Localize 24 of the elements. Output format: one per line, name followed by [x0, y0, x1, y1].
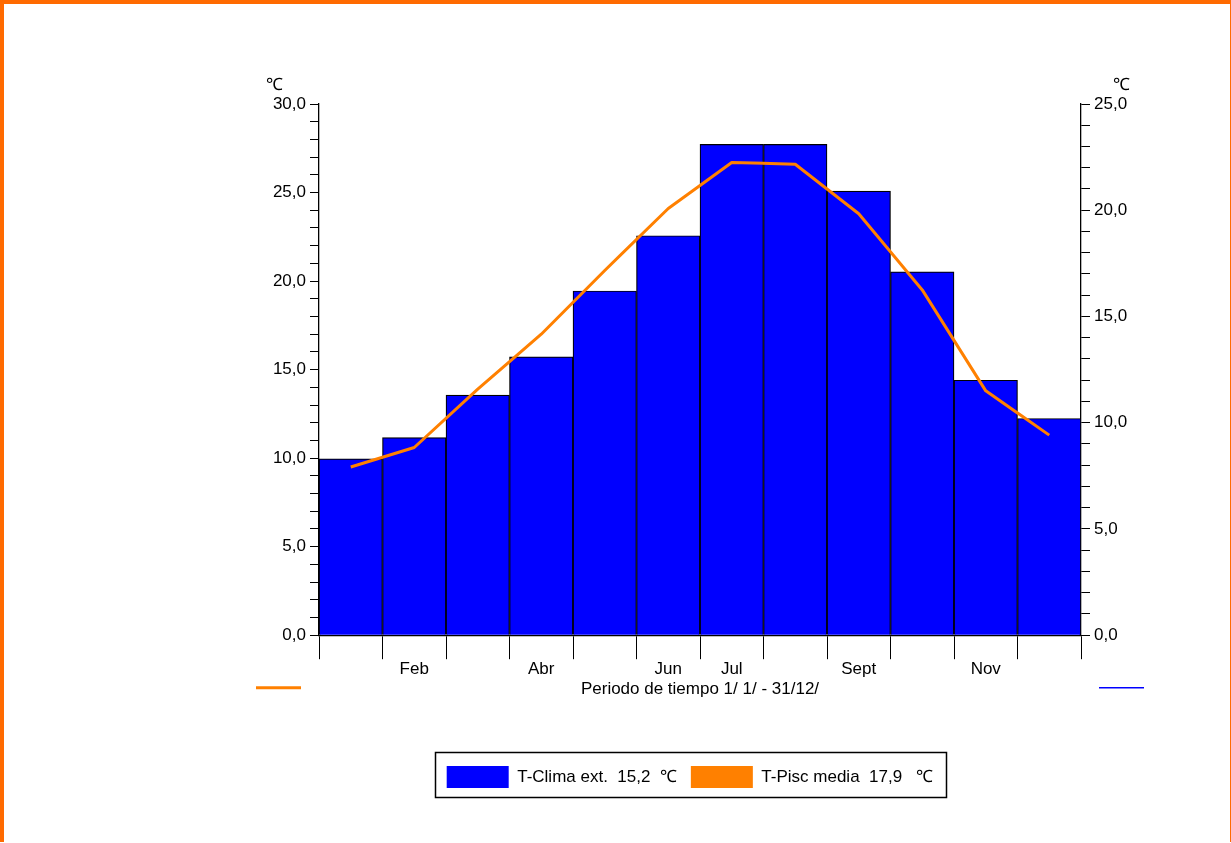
- y-tick-label: 15,0: [272, 359, 306, 379]
- y-tick-label: 20,0: [272, 270, 306, 290]
- y-tick-label: 5,0: [282, 536, 306, 556]
- y-tick-label: 0,0: [282, 624, 306, 644]
- y-tick-label: 30,0: [272, 93, 306, 113]
- x-tick-label: Jul: [720, 659, 743, 679]
- x-tick-label: Feb: [399, 659, 429, 679]
- x-axis-title: Periodo de tiempo 1/ 1/ - 31/12/: [580, 679, 820, 699]
- x-tick-label: Sept: [841, 659, 877, 679]
- x-tick-label: Abr: [528, 659, 555, 679]
- x-tick-label: Nov: [970, 659, 1002, 679]
- y2-tick-label: 5,0: [1094, 518, 1118, 538]
- y2-tick-label: 0,0: [1094, 624, 1118, 644]
- legend-label: T-Pisc media 17,9 ℃: [761, 766, 934, 786]
- y-axis-title: ℃: [265, 75, 283, 95]
- y-tick-label: 10,0: [272, 447, 306, 467]
- y2-axis-title: ℃: [1112, 75, 1130, 95]
- y2-tick-label: 10,0: [1094, 412, 1128, 432]
- legend-label: T-Clima ext. 15,2 ℃: [517, 766, 677, 786]
- y2-tick-label: 15,0: [1094, 306, 1128, 326]
- y-tick-label: 25,0: [272, 182, 306, 202]
- x-tick-label: Jun: [654, 659, 682, 679]
- y2-tick-label: 20,0: [1094, 199, 1128, 219]
- y2-tick-label: 25,0: [1094, 93, 1128, 113]
